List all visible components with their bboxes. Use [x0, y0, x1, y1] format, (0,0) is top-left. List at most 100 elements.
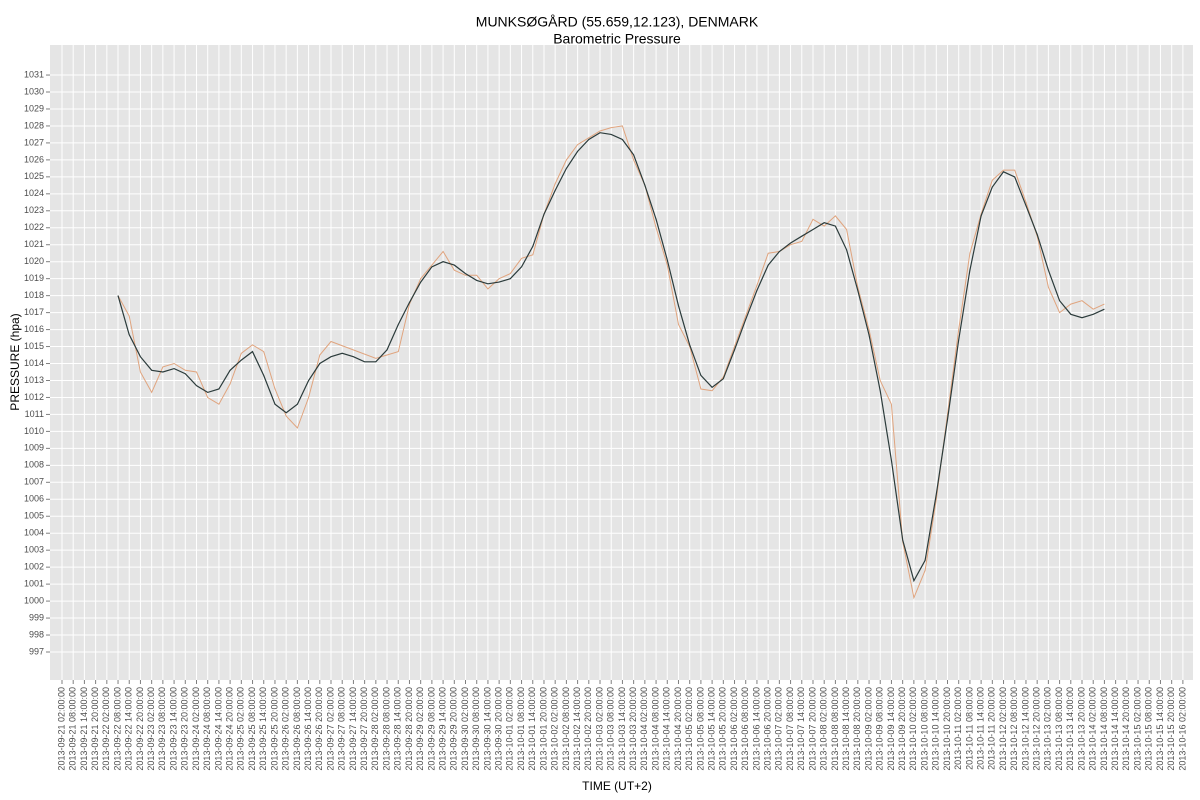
- y-tick-label: 1007: [24, 477, 44, 487]
- x-tick-label: 2013-10-15 20:00:00: [1166, 687, 1176, 771]
- x-tick-label: 2013-09-29 14:00:00: [437, 687, 447, 771]
- y-tick-label: 1027: [24, 137, 44, 147]
- x-tick-label: 2013-10-04 14:00:00: [662, 687, 672, 771]
- y-tick-label: 1029: [24, 103, 44, 113]
- x-tick-label: 2013-09-24 08:00:00: [202, 687, 212, 771]
- x-tick-label: 2013-10-03 08:00:00: [606, 687, 616, 771]
- x-tick-label: 2013-09-22 08:00:00: [112, 687, 122, 771]
- x-tick-label: 2013-10-02 08:00:00: [561, 687, 571, 771]
- x-tick-label: 2013-10-01 08:00:00: [516, 687, 526, 771]
- x-tick-label: 2013-10-09 08:00:00: [875, 687, 885, 771]
- x-tick-label: 2013-09-26 14:00:00: [303, 687, 313, 771]
- chart-subtitle: Barometric Pressure: [553, 31, 681, 47]
- x-tick-label: 2013-10-05 20:00:00: [718, 687, 728, 771]
- y-tick-label: 1000: [24, 595, 44, 605]
- x-tick-label: 2013-10-15 02:00:00: [1132, 687, 1142, 771]
- y-tick-label: 1002: [24, 562, 44, 572]
- x-tick-label: 2013-09-22 20:00:00: [135, 687, 145, 771]
- chart-title: MUNKSØGÅRD (55.659,12.123), DENMARK: [476, 14, 759, 30]
- x-tick-label: 2013-10-08 02:00:00: [819, 687, 829, 771]
- x-tick-label: 2013-10-02 20:00:00: [583, 687, 593, 771]
- x-tick-label: 2013-09-23 20:00:00: [180, 687, 190, 771]
- x-tick-label: 2013-09-21 14:00:00: [79, 687, 89, 771]
- y-tick-label: 1021: [24, 239, 44, 249]
- x-tick-label: 2013-10-07 14:00:00: [796, 687, 806, 771]
- x-tick-label: 2013-09-27 02:00:00: [325, 687, 335, 771]
- x-tick-label: 2013-10-07 20:00:00: [807, 687, 817, 771]
- x-tick-label: 2013-09-23 08:00:00: [157, 687, 167, 771]
- y-tick-label: 1015: [24, 341, 44, 351]
- x-tick-label: 2013-09-29 20:00:00: [449, 687, 459, 771]
- x-tick-label: 2013-10-10 20:00:00: [942, 687, 952, 771]
- x-tick-label: 2013-10-13 14:00:00: [1065, 687, 1075, 771]
- x-tick-label: 2013-10-08 20:00:00: [852, 687, 862, 771]
- x-tick-label: 2013-09-23 14:00:00: [168, 687, 178, 771]
- y-axis-title: PRESSURE (hpa): [8, 313, 22, 410]
- x-tick-label: 2013-09-21 08:00:00: [68, 687, 78, 771]
- x-tick-label: 2013-09-25 02:00:00: [236, 687, 246, 771]
- y-tick-label: 1016: [24, 324, 44, 334]
- x-tick-label: 2013-10-06 08:00:00: [740, 687, 750, 771]
- plot-background: [50, 45, 1193, 680]
- x-tick-label: 2013-10-12 02:00:00: [998, 687, 1008, 771]
- x-tick-label: 2013-10-13 20:00:00: [1076, 687, 1086, 771]
- x-tick-label: 2013-09-24 02:00:00: [191, 687, 201, 771]
- x-tick-label: 2013-09-28 08:00:00: [381, 687, 391, 771]
- x-tick-label: 2013-10-02 14:00:00: [572, 687, 582, 771]
- x-tick-label: 2013-10-11 08:00:00: [964, 687, 974, 770]
- x-tick-label: 2013-10-03 14:00:00: [617, 687, 627, 771]
- y-tick-label: 1031: [24, 69, 44, 79]
- y-tick-label: 1001: [24, 578, 44, 588]
- x-tick-label: 2013-10-09 14:00:00: [886, 687, 896, 771]
- y-tick-label: 997: [29, 646, 44, 656]
- y-tick-label: 1008: [24, 460, 44, 470]
- x-tick-label: 2013-09-24 14:00:00: [213, 687, 223, 771]
- x-tick-label: 2013-10-04 20:00:00: [673, 687, 683, 771]
- x-tick-label: 2013-10-15 08:00:00: [1144, 687, 1154, 771]
- y-tick-label: 1023: [24, 205, 44, 215]
- x-tick-label: 2013-09-27 14:00:00: [348, 687, 358, 771]
- x-axis-title: TIME (UT+2): [582, 779, 652, 793]
- x-tick-label: 2013-10-05 02:00:00: [684, 687, 694, 771]
- x-tick-label: 2013-10-16 02:00:00: [1177, 687, 1187, 771]
- x-tick-label: 2013-10-01 20:00:00: [538, 687, 548, 771]
- y-tick-label: 1004: [24, 528, 44, 538]
- x-tick-label: 2013-09-29 02:00:00: [415, 687, 425, 771]
- x-tick-label: 2013-10-06 14:00:00: [751, 687, 761, 771]
- y-tick-label: 1010: [24, 426, 44, 436]
- x-tick-label: 2013-10-08 08:00:00: [830, 687, 840, 771]
- y-tick-label: 999: [29, 612, 44, 622]
- x-tick-label: 2013-10-04 08:00:00: [650, 687, 660, 771]
- x-tick-label: 2013-09-26 08:00:00: [292, 687, 302, 771]
- x-tick-label: 2013-09-30 20:00:00: [494, 687, 504, 771]
- x-tick-label: 2013-10-13 08:00:00: [1054, 687, 1064, 771]
- y-tick-label: 1013: [24, 375, 44, 385]
- x-tick-label: 2013-09-26 02:00:00: [281, 687, 291, 771]
- x-tick-label: 2013-10-11 02:00:00: [953, 687, 963, 770]
- x-tick-label: 2013-10-10 08:00:00: [919, 687, 929, 771]
- series-line: [117, 132, 1105, 583]
- x-tick-label: 2013-09-27 20:00:00: [359, 687, 369, 771]
- x-tick-label: 2013-09-28 02:00:00: [370, 687, 380, 771]
- y-tick-label: 1030: [24, 86, 44, 96]
- x-tick-label: 2013-10-06 20:00:00: [763, 687, 773, 771]
- y-tick-label: 1019: [24, 273, 44, 283]
- x-tick-label: 2013-10-09 02:00:00: [863, 687, 873, 771]
- y-tick-label: 1022: [24, 222, 44, 232]
- x-tick-label: 2013-09-28 14:00:00: [393, 687, 403, 771]
- x-tick-label: 2013-09-21 20:00:00: [90, 687, 100, 771]
- y-tick-label: 1006: [24, 494, 44, 504]
- x-tick-label: 2013-09-21 02:00:00: [56, 687, 66, 771]
- x-tick-label: 2013-10-14 14:00:00: [1110, 687, 1120, 771]
- y-tick-label: 1014: [24, 358, 44, 368]
- x-tick-label: 2013-10-07 02:00:00: [774, 687, 784, 771]
- y-tick-label: 998: [29, 629, 44, 639]
- x-tick-label: 2013-10-03 20:00:00: [628, 687, 638, 771]
- x-tick-label: 2013-10-10 14:00:00: [931, 687, 941, 771]
- y-tick-label: 1005: [24, 511, 44, 521]
- x-tick-label: 2013-09-29 08:00:00: [426, 687, 436, 771]
- x-tick-label: 2013-09-27 08:00:00: [337, 687, 347, 771]
- y-tick-label: 1025: [24, 171, 44, 181]
- x-tick-label: 2013-09-25 20:00:00: [269, 687, 279, 771]
- x-tick-label: 2013-10-02 02:00:00: [550, 687, 560, 771]
